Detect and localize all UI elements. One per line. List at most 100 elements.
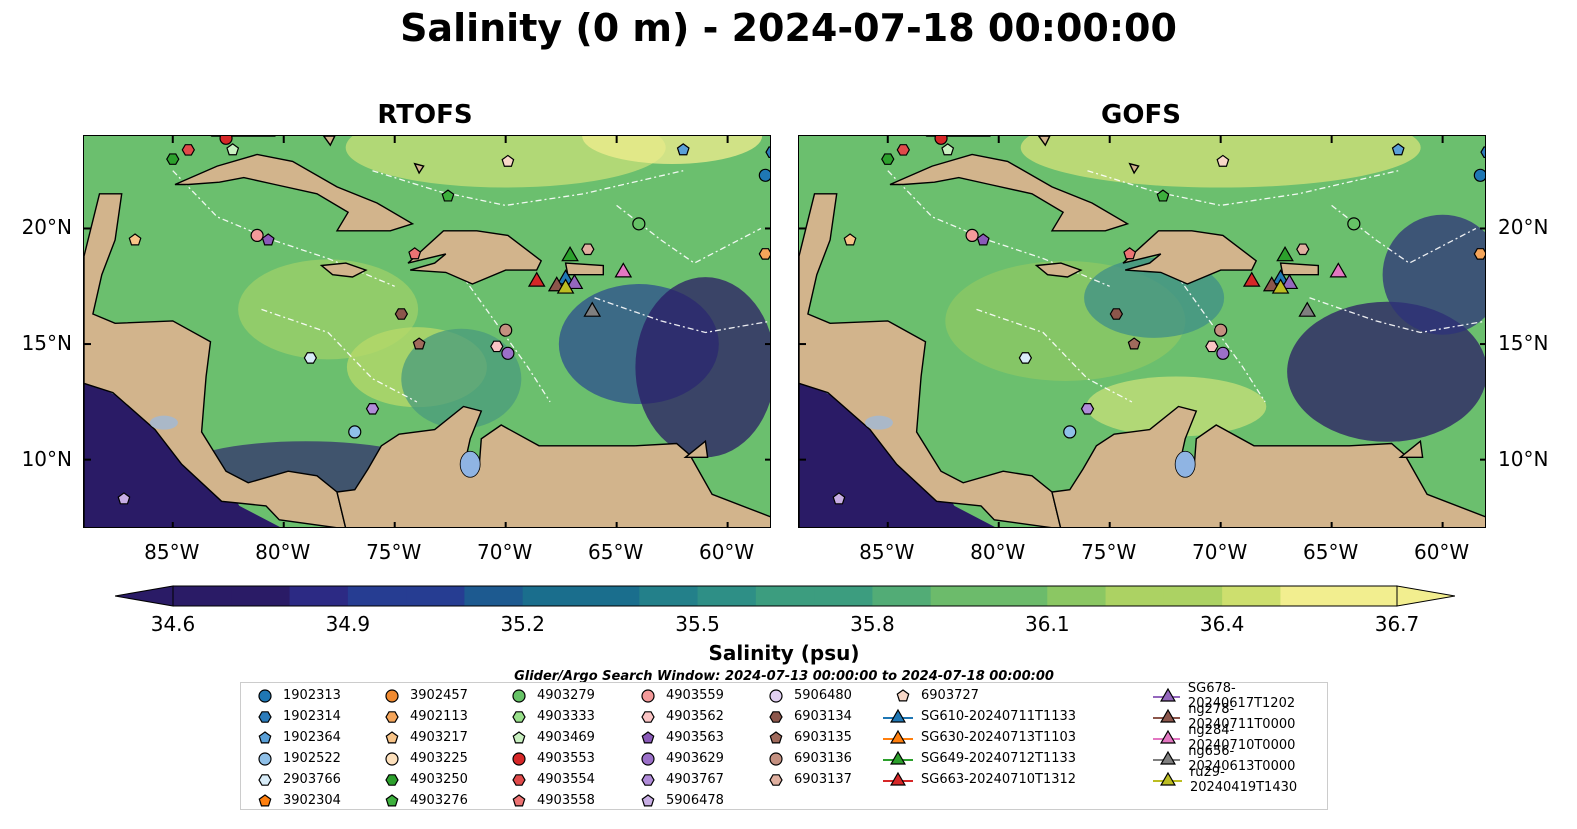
legend-marker — [385, 773, 399, 786]
legend-marker — [1160, 687, 1176, 702]
float-marker — [941, 143, 955, 156]
legend-marker — [385, 688, 399, 703]
glider-marker — [556, 278, 575, 294]
legend-item: ng656-20240613T0000 — [1153, 744, 1327, 774]
panel-title-gofs: GOFS — [1101, 100, 1181, 130]
legend-label: 4903559 — [666, 688, 724, 703]
float-marker — [412, 337, 426, 350]
legend-label: 4903217 — [410, 730, 468, 745]
colorbar-tick-label: 34.6 — [150, 612, 196, 636]
legend-item: 4902113 — [382, 706, 468, 727]
lon-tick-label: 60°W — [1413, 540, 1470, 564]
legend-marker-icon — [512, 710, 526, 723]
float-marker — [1123, 247, 1137, 260]
legend-marker — [258, 751, 272, 766]
float-marker — [1127, 337, 1141, 350]
float-marker — [1296, 243, 1310, 256]
legend-label: 4903250 — [410, 772, 468, 787]
legend-marker-icon — [883, 750, 913, 765]
float-marker — [1109, 308, 1124, 320]
float-marker — [976, 233, 990, 246]
legend-item: 6903136 — [766, 748, 852, 769]
legend-marker — [258, 773, 272, 786]
legend-label: 4903279 — [537, 688, 595, 703]
legend-marker-icon — [258, 710, 272, 723]
glider-marker — [1298, 301, 1317, 317]
glider-marker — [1242, 271, 1261, 287]
float-marker — [250, 228, 264, 243]
legend-item: 1902522 — [255, 748, 341, 769]
lon-tick-label: 80°W — [970, 540, 1026, 564]
float-marker — [1018, 352, 1033, 364]
legend-label: 4902113 — [410, 709, 468, 724]
colorbar-tick-label: 36.7 — [1374, 612, 1420, 636]
legend-marker-icon — [385, 730, 399, 743]
float-marker — [581, 243, 595, 256]
legend-label: 4903629 — [666, 751, 724, 766]
legend-marker-icon — [769, 751, 783, 766]
float-marker — [881, 153, 895, 165]
lat-tick-label-right: 20°N — [1498, 215, 1549, 240]
legend-item: 1902313 — [255, 685, 341, 706]
lon-tick-label: 75°W — [366, 540, 422, 564]
legend-item: 4903553 — [509, 748, 595, 769]
legend-marker-icon — [258, 730, 272, 743]
colorbar-tick-label: 36.4 — [1199, 612, 1245, 636]
legend-item: 6903137 — [766, 769, 852, 790]
legend-item: SG610-20240711T1133 — [883, 706, 1076, 727]
legend-marker — [385, 710, 399, 723]
legend-item: 4903562 — [638, 706, 724, 727]
legend-label: 4903558 — [537, 793, 595, 808]
legend-marker — [769, 773, 783, 786]
float-marker — [348, 425, 362, 439]
legend-marker — [258, 730, 272, 743]
legend-item: 4903767 — [638, 769, 724, 790]
legend-marker — [769, 730, 783, 743]
legend-marker — [512, 773, 526, 786]
legend-label: ru29-20240419T1430 — [1189, 764, 1298, 795]
float-marker — [1205, 340, 1219, 353]
legend-item: SG649-20240712T1133 — [883, 748, 1076, 769]
legend-label: SG610-20240711T1133 — [921, 709, 1077, 724]
legend-marker — [890, 708, 906, 723]
legend-marker — [641, 793, 655, 806]
rtofs-map-canvas — [84, 136, 770, 527]
legend-item: 4903558 — [509, 790, 595, 811]
legend-label: SG678-20240617T1202 — [1187, 680, 1296, 711]
legend-marker-icon — [1153, 687, 1180, 702]
float-marker — [499, 323, 513, 337]
legend-label: 4903333 — [537, 709, 595, 724]
legend-item: 4903279 — [509, 685, 595, 706]
legend-marker — [769, 710, 783, 723]
float-marker — [832, 492, 846, 505]
float-marker — [181, 144, 196, 156]
float-marker — [1347, 217, 1361, 231]
colorbar-tick-label: 35.5 — [675, 612, 720, 636]
glider-marker — [1329, 262, 1348, 278]
legend-item: 4903469 — [509, 727, 595, 748]
legend-item: ng278-20240711T0000 — [1153, 702, 1327, 732]
legend-item: 4903563 — [638, 727, 724, 748]
legend-marker-icon — [1153, 708, 1181, 723]
legend-item: 4903559 — [638, 685, 724, 706]
legend-marker-icon — [641, 710, 655, 723]
legend-item: 3902304 — [255, 790, 341, 811]
float-marker — [117, 492, 131, 505]
legend-marker — [769, 751, 783, 766]
legend-item: 5906480 — [766, 685, 852, 706]
panel-title-rtofs: RTOFS — [377, 100, 473, 130]
legend-marker — [896, 688, 910, 701]
legend-marker — [890, 750, 906, 765]
legend-marker — [641, 730, 655, 743]
legend-marker-icon — [258, 773, 272, 786]
legend-item: 6903135 — [766, 727, 852, 748]
glider-marker — [614, 262, 633, 278]
glider-marker — [583, 301, 602, 317]
legend-item: 1902314 — [255, 706, 341, 727]
legend-item: 4903333 — [509, 706, 595, 727]
legend-marker-icon — [1153, 729, 1181, 744]
float-marker — [408, 247, 422, 260]
legend-marker-icon — [883, 708, 913, 723]
legend-marker-icon — [258, 751, 272, 766]
legend-marker-icon — [769, 730, 783, 743]
